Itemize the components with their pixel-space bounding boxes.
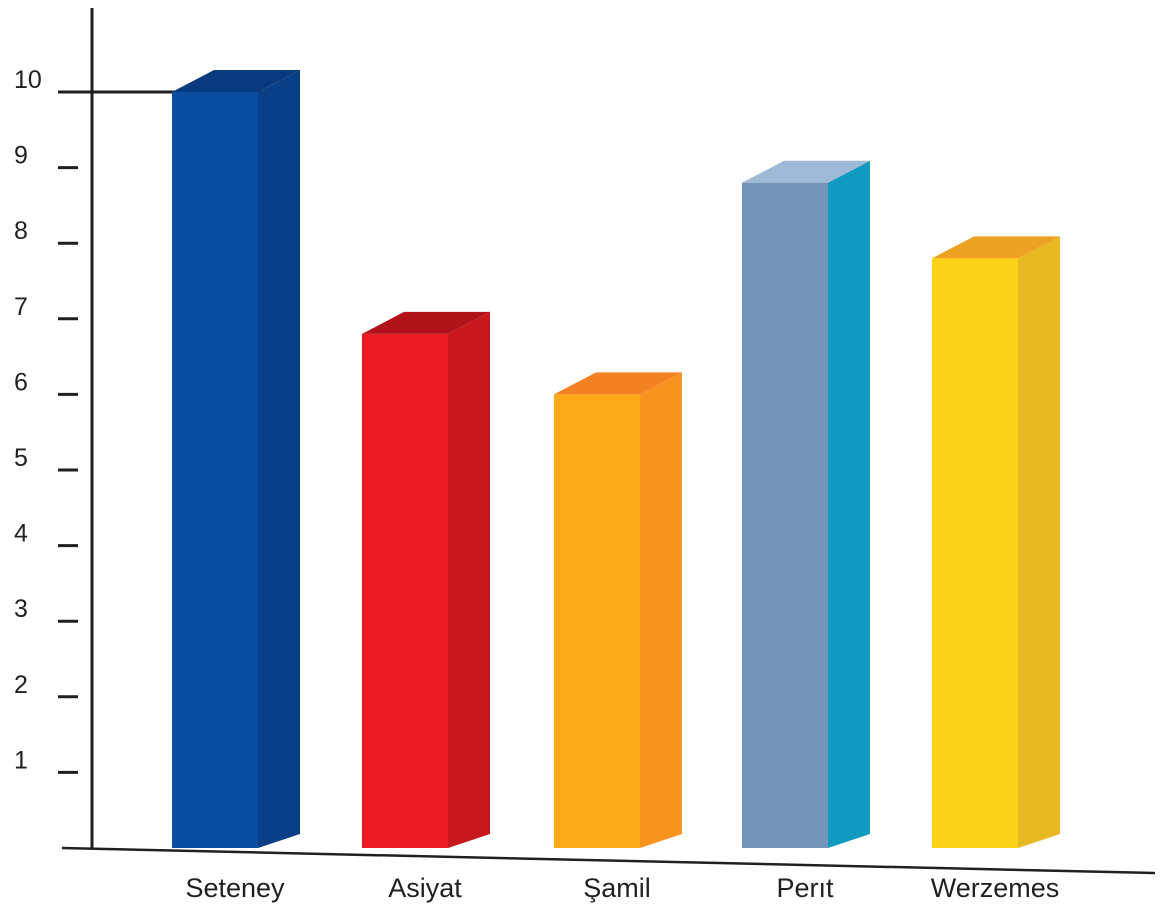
bar-seteney [172,70,300,848]
y-tick-label: 10 [14,66,42,94]
bar-front [932,258,1018,848]
y-tick-label: 6 [14,368,28,396]
y-tick-label: 8 [14,217,28,245]
y-tick-label: 9 [14,142,28,170]
bars [172,70,1060,849]
y-tick-label: 7 [14,293,28,321]
category-label: Werzemes [931,873,1060,903]
bar-front [362,333,448,848]
bar-top [362,311,490,334]
y-ticks: 1 2 3 4 5 6 7 8 9 10 [14,66,78,774]
category-label: Perıt [776,873,834,903]
y-tick-label: 2 [14,671,28,699]
bar-front [742,182,828,849]
bar-werzemes [932,236,1060,848]
bar-top [742,160,870,183]
x-axis-line [61,846,1156,875]
bar-side [258,70,300,848]
bar-side [1018,236,1060,848]
category-label: Seteney [185,873,285,903]
y-tick-label: 3 [14,595,28,623]
y-tick-label: 5 [14,444,28,472]
bar-side [640,372,682,848]
category-label: Şamil [583,873,651,903]
y-tick-label: 4 [14,520,28,548]
bar-perıt [742,160,870,849]
category-label: Asiyat [388,873,462,903]
bar-front [172,92,258,848]
bar-top [554,372,682,395]
bar-asiyat [362,311,490,848]
bar-side [448,311,490,848]
category-labels: Seteney Asiyat Şamil Perıt Werzemes [185,873,1059,903]
bar-side [828,160,870,849]
y-tick-label: 1 [14,746,28,774]
bar-şamil [554,372,682,848]
bar-front [554,394,640,848]
bar-top [932,236,1060,259]
bar-top [172,70,300,92]
